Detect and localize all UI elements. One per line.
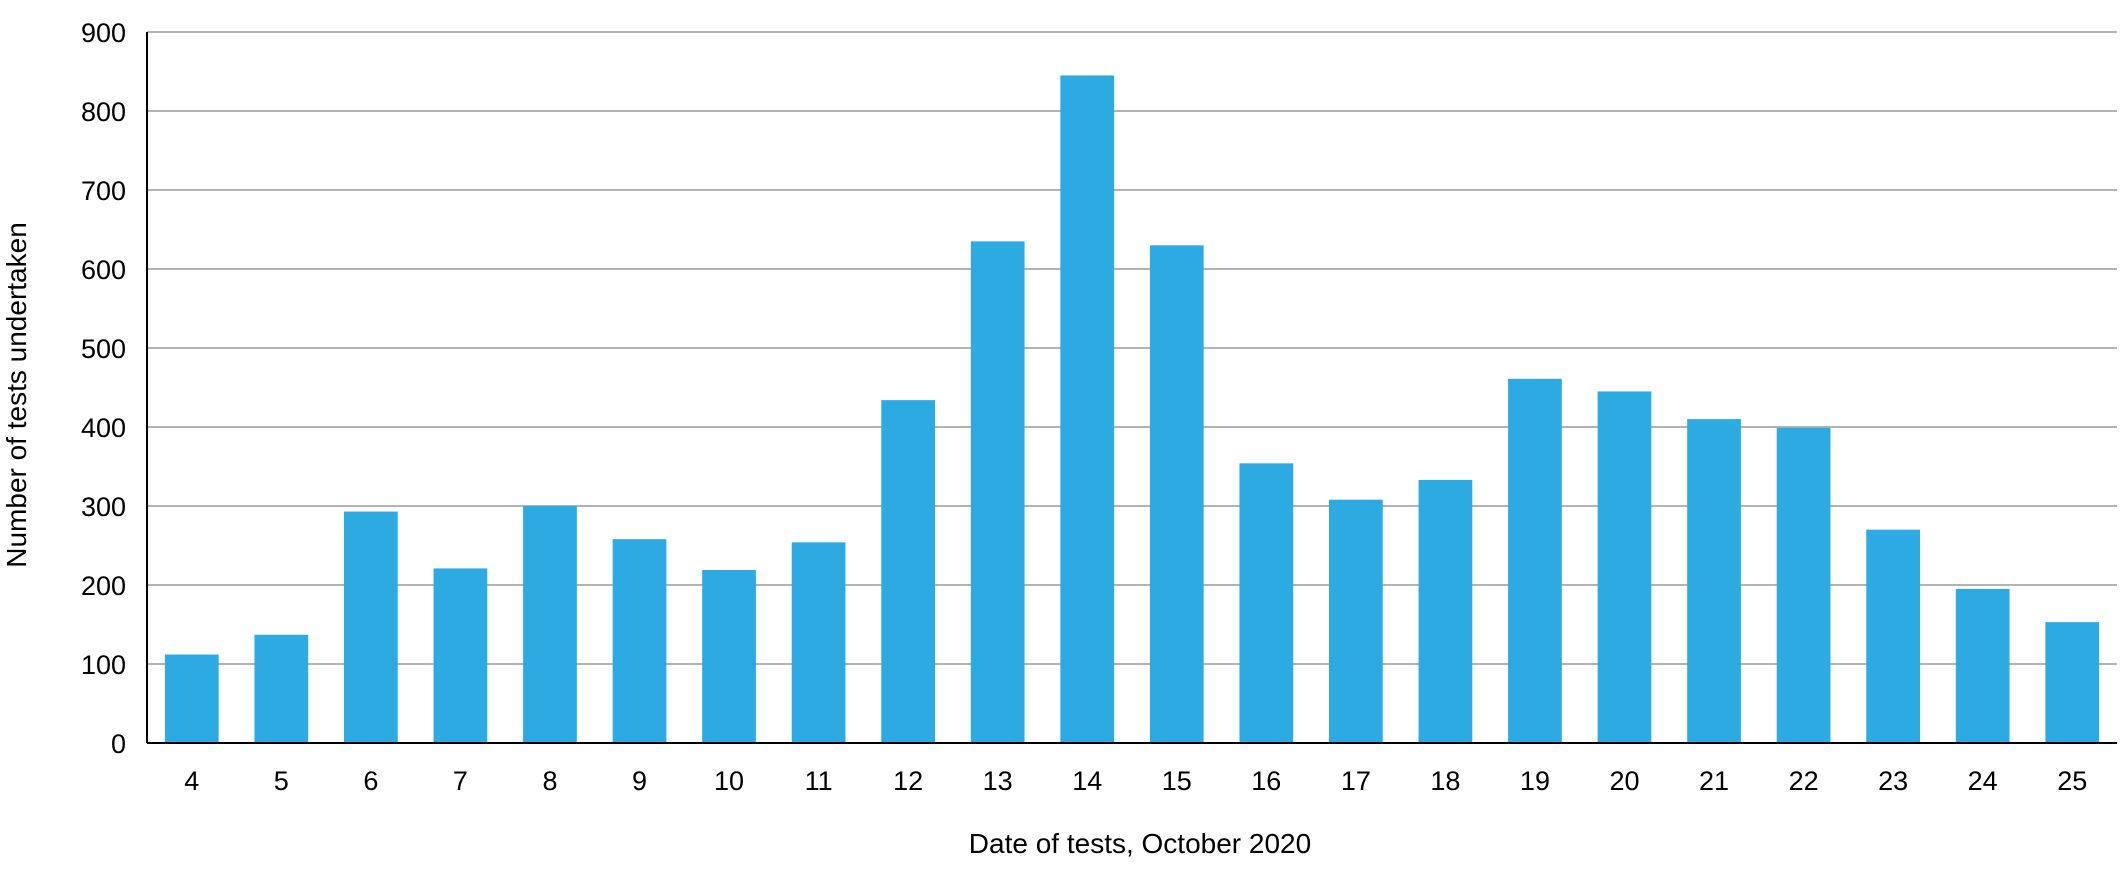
x-tick-label: 19 [1520,766,1550,796]
x-tick-label: 8 [542,766,557,796]
x-tick-label: 11 [805,766,833,796]
x-tick-label: 17 [1341,766,1371,796]
x-tick-label: 21 [1699,766,1729,796]
x-axis-title: Date of tests, October 2020 [969,828,1311,859]
y-tick-label: 0 [111,729,126,759]
bar [1149,245,1204,744]
y-tick-labels: 0 100 200 300 400 500 600 700 800 900 [81,18,126,759]
x-tick-label: 23 [1878,766,1908,796]
x-tick-label: 6 [363,766,378,796]
bar [344,511,398,743]
bar [1508,378,1562,743]
bar [1329,499,1383,743]
y-tick-label: 600 [81,255,126,285]
x-tick-label: 24 [1968,766,1998,796]
bar [970,241,1025,743]
bar [433,568,488,743]
bar [1776,427,1831,743]
bar [1687,419,1741,743]
y-tick-label: 900 [81,18,126,48]
bar [254,634,309,743]
bar [1060,75,1115,743]
y-tick-label: 200 [81,571,126,601]
x-tick-label: 18 [1430,766,1460,796]
bar [1866,529,1920,743]
y-axis-title: Number of tests undertaken [1,222,32,568]
bar [702,569,756,743]
bar [791,542,846,743]
bar [1239,463,1294,743]
y-tick-label: 500 [81,334,126,364]
x-tick-label: 25 [2057,766,2087,796]
x-tick-label: 15 [1162,766,1192,796]
y-tick-label: 100 [81,650,126,680]
x-tick-label: 13 [983,766,1013,796]
x-tick-label: 12 [893,766,923,796]
bar [523,506,577,743]
bar [1955,588,2010,743]
bar [1597,391,1652,743]
axes [146,32,2117,744]
x-tick-label: 5 [274,766,289,796]
y-tick-label: 300 [81,492,126,522]
x-tick-label: 16 [1251,766,1281,796]
bar [2045,622,2100,743]
x-tick-label: 9 [632,766,647,796]
x-tick-label: 7 [453,766,468,796]
x-tick-label: 20 [1609,766,1639,796]
bar [164,654,219,743]
x-tick-labels: 4 5 6 7 8 9 10 11 12 13 14 15 16 17 18 19 20 21 22 23 24 25 [184,766,2087,796]
bar [1418,479,1473,743]
x-tick-label: 22 [1789,766,1819,796]
y-tick-label: 400 [81,413,126,443]
bars [164,75,2100,744]
y-tick-label: 800 [81,97,126,127]
bar [881,400,935,743]
bar [612,539,667,743]
x-tick-label: 4 [184,766,199,796]
x-tick-label: 10 [714,766,744,796]
x-tick-label: 14 [1072,766,1102,796]
y-tick-label: 700 [81,176,126,206]
